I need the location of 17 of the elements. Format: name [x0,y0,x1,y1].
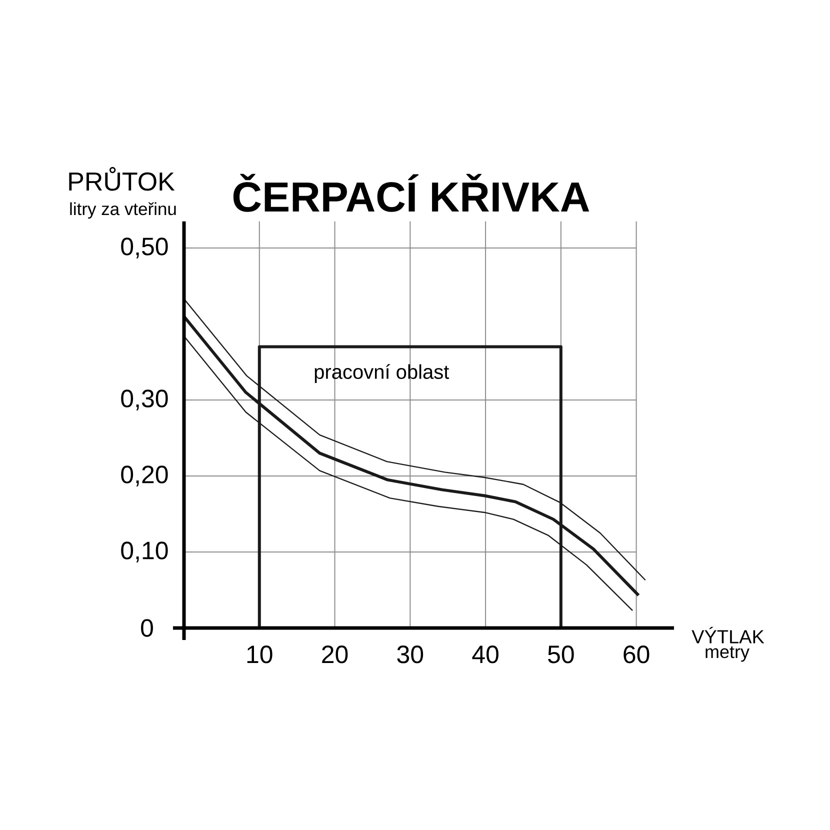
x-tick-label: 40 [472,646,498,664]
x-tick-label: 30 [397,646,424,664]
y-tick-label: 0,10 [121,542,168,562]
text: litry za vteřinu [70,202,176,219]
chart-title: ČERPACÍ KŘIVKA [233,174,590,212]
x-tick-label: 10 [247,646,272,664]
x-axis-title: VÝTLAK [692,626,764,644]
y-tick-label: 0 [141,619,153,637]
y-tick-label: 0,20 [121,466,168,486]
x-tick-label: 50 [548,646,574,664]
series-label: pracovní oblast [314,364,450,383]
y-tick-label: 0,30 [121,390,168,410]
text: metry [706,646,750,662]
y-axis-title: PRŮTOK [69,166,175,191]
y-tick-label: 0,50 [121,238,168,258]
x-tick-label: 60 [624,646,650,664]
x-tick-label: 20 [322,646,348,664]
